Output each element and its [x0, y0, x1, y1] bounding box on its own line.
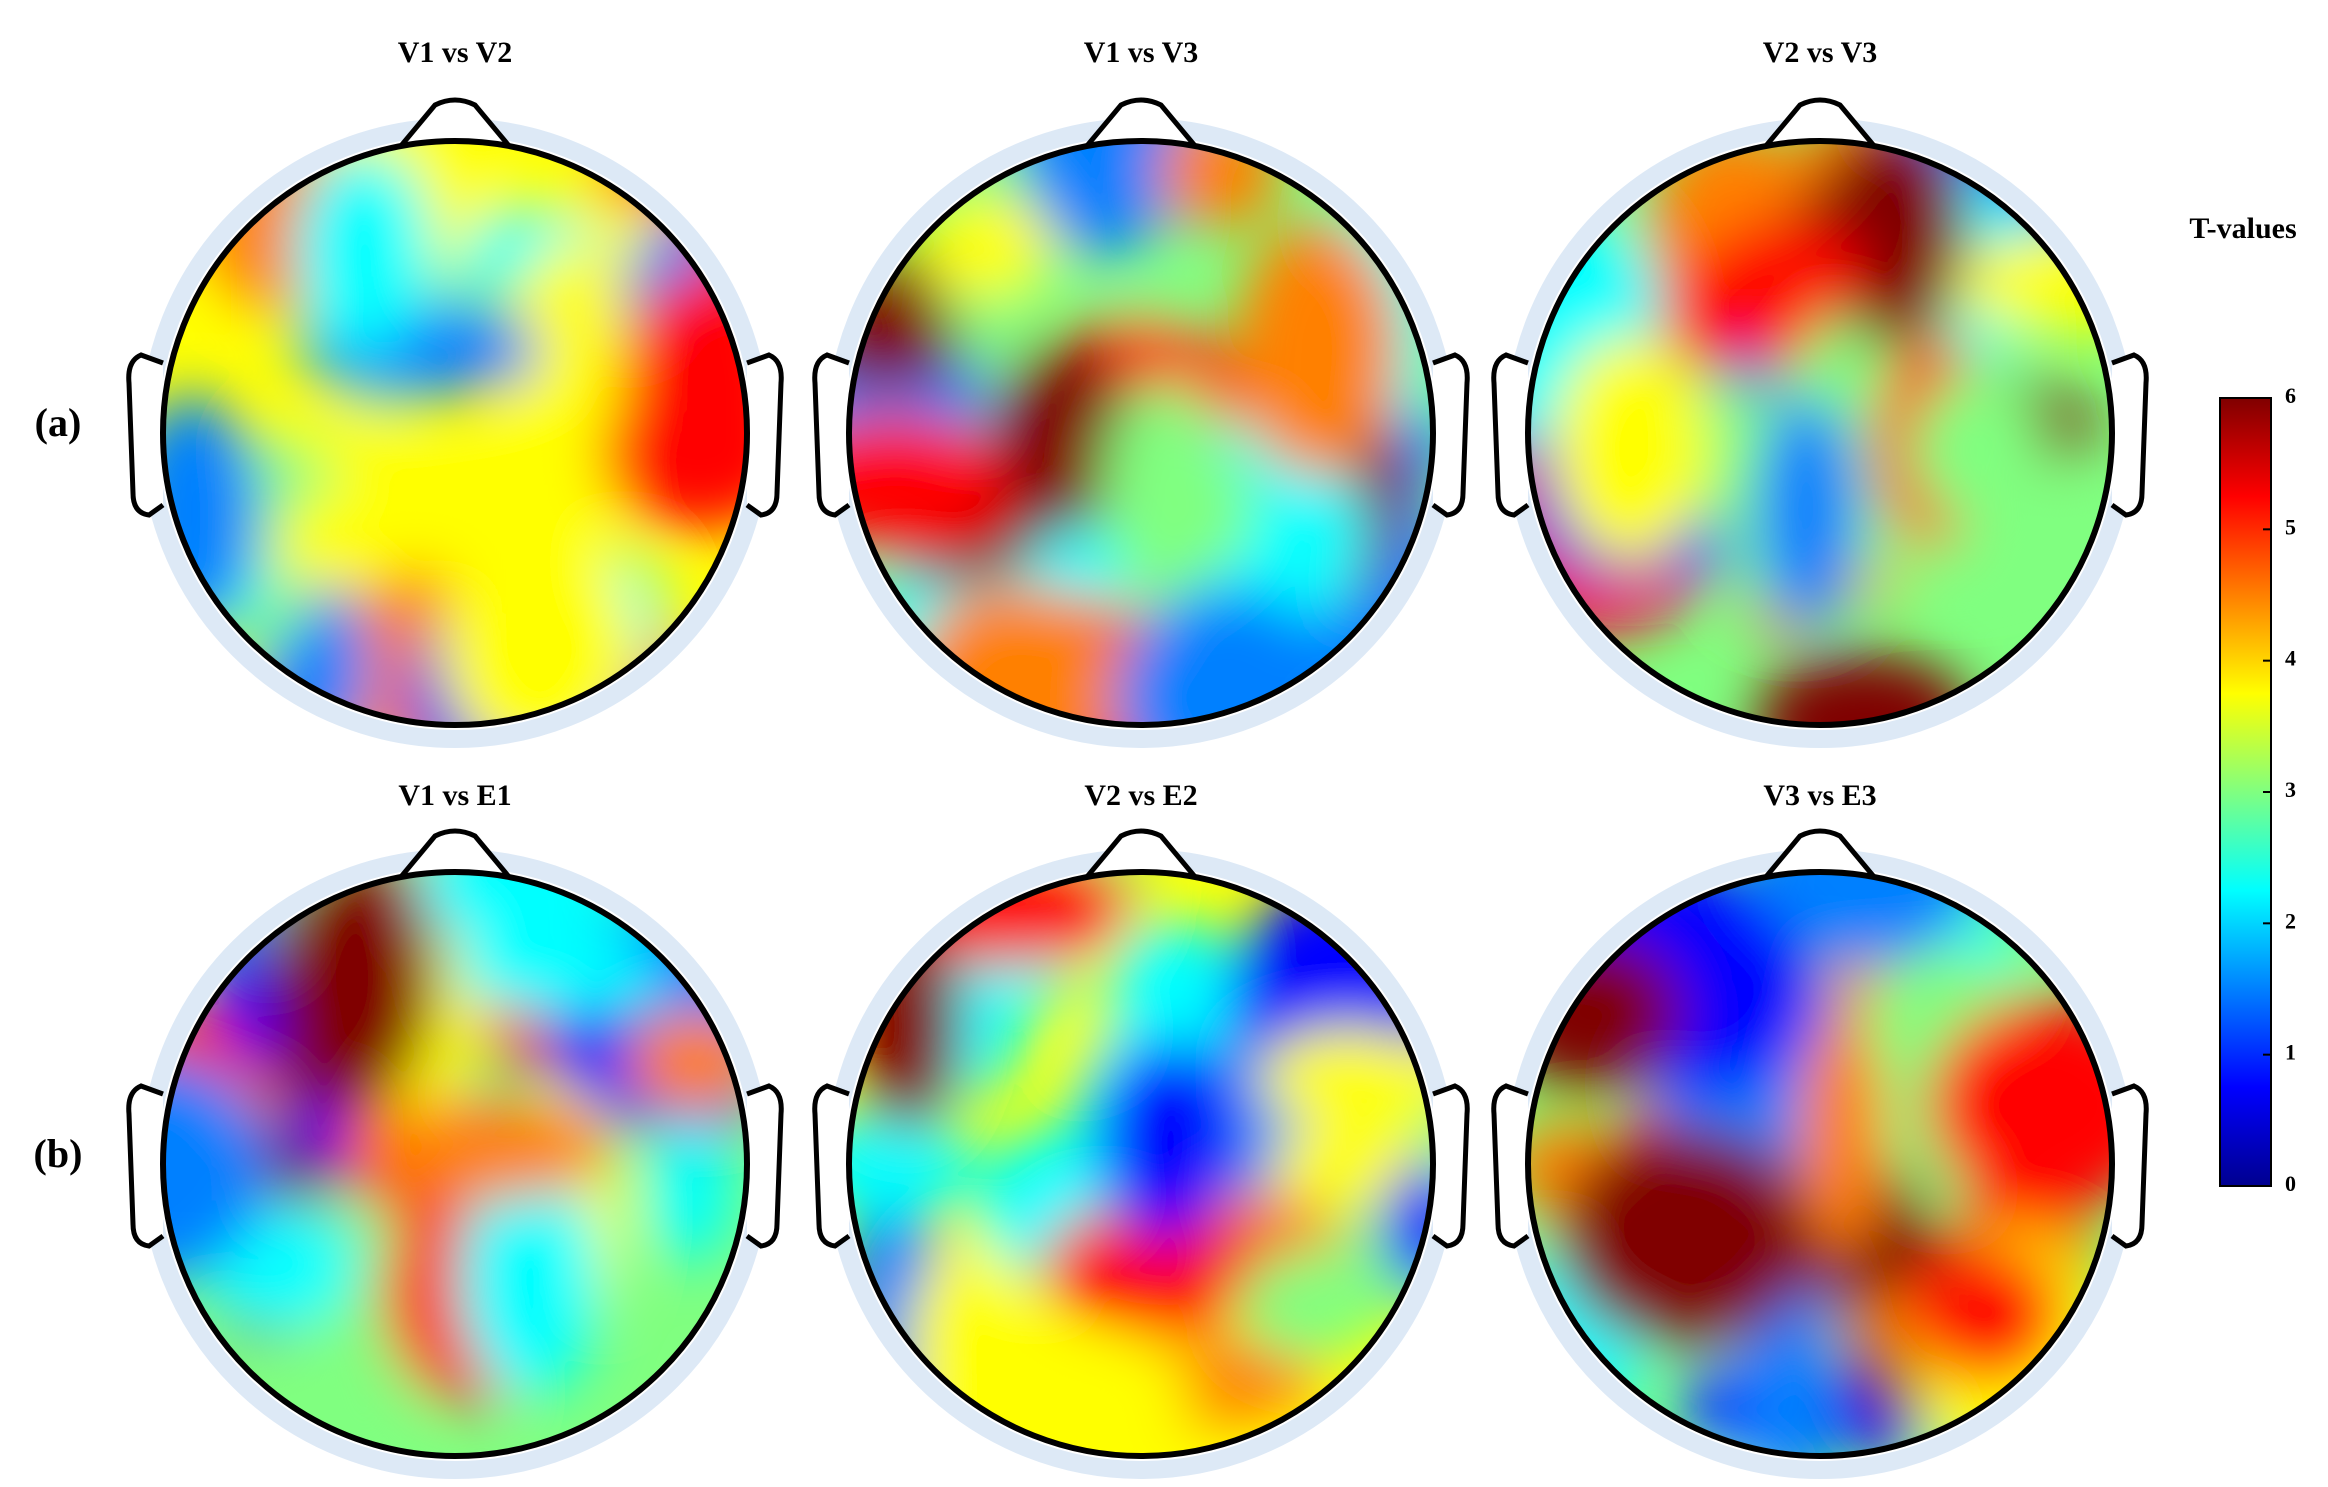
- field-blob: [358, 1097, 612, 1200]
- panel-title: V3 vs E3: [1763, 779, 1876, 812]
- field-blob: [1555, 1127, 1815, 1348]
- field-blob: [849, 301, 964, 390]
- field-blob: [269, 872, 436, 1111]
- field-blob: [995, 339, 1134, 532]
- nose: [398, 97, 512, 149]
- panel-title: V1 vs V2: [398, 36, 512, 69]
- field-blobs: [163, 872, 747, 1456]
- field-blob: [1096, 1039, 1235, 1242]
- nose: [1763, 828, 1877, 880]
- ear: [745, 352, 784, 518]
- field-blob: [1754, 397, 1861, 627]
- field-blob: [1257, 1027, 1433, 1127]
- topomap: [1491, 97, 2149, 748]
- topomap: [126, 97, 784, 748]
- field-blob: [849, 416, 1017, 553]
- field-blob: [1115, 589, 1344, 725]
- nose: [1763, 97, 1877, 149]
- field-blobs: [1528, 141, 2112, 725]
- topomap: [1491, 828, 2149, 1479]
- row-label: (b): [34, 1131, 83, 1176]
- ear: [2110, 352, 2149, 518]
- ear: [126, 352, 165, 518]
- colorbar-tick-label: 4: [2285, 646, 2296, 671]
- ear: [1431, 352, 1470, 518]
- field-blob: [276, 488, 417, 591]
- colorbar-label: T-values: [2189, 212, 2296, 245]
- row-label: (a): [35, 400, 82, 445]
- panel-title: V1 vs V3: [1084, 36, 1198, 69]
- nose: [398, 828, 512, 880]
- head-outline: [160, 869, 750, 1459]
- head-outline: [1525, 869, 2115, 1459]
- field-blob: [295, 148, 433, 353]
- topomap-field: [163, 872, 747, 1456]
- field-blob: [458, 1156, 602, 1399]
- field-blob: [1042, 1200, 1266, 1331]
- field-blob: [620, 269, 747, 499]
- field-blob: [1908, 1242, 2064, 1384]
- topomap: [812, 828, 1470, 1479]
- ear: [2110, 1083, 2149, 1249]
- field-blob: [1234, 221, 1400, 476]
- field-blob: [1550, 334, 1709, 563]
- field-blob: [163, 395, 260, 631]
- ear: [1491, 1083, 1530, 1249]
- colorbar: [2219, 397, 2272, 1187]
- panel-title: V1 vs E1: [398, 779, 511, 812]
- field-blob: [917, 196, 1055, 298]
- ear: [1431, 1083, 1470, 1249]
- head-outline: [160, 138, 750, 728]
- field-blobs: [849, 141, 1433, 725]
- field-blob: [648, 1118, 733, 1264]
- ear: [745, 1083, 784, 1249]
- field-blob: [1798, 1012, 1887, 1254]
- colorbar-tick-label: 5: [2285, 514, 2296, 539]
- field-blob: [955, 1335, 1195, 1446]
- colorbar-tick-label: 2: [2285, 908, 2296, 933]
- colorbar-tick-label: 3: [2285, 777, 2296, 802]
- field-blob: [905, 584, 1125, 725]
- field-blob: [1747, 872, 1979, 966]
- field-blob: [163, 1054, 271, 1282]
- topomap-field: [163, 141, 747, 725]
- panel-title: V2 vs E2: [1084, 779, 1197, 812]
- panel-title: V2 vs V3: [1763, 36, 1877, 69]
- ear: [1491, 352, 1530, 518]
- topomap-field: [1528, 872, 2112, 1456]
- topomap: [812, 97, 1470, 748]
- colorbar-tick-label: 1: [2285, 1040, 2296, 1065]
- head-outline: [846, 869, 1436, 1459]
- colorbar-tick-label: 6: [2285, 383, 2296, 408]
- colorbar-tick-label: 0: [2285, 1171, 2296, 1196]
- field-blob: [849, 1107, 977, 1220]
- field-blob: [1015, 141, 1190, 257]
- nose: [1084, 828, 1198, 880]
- ear: [812, 1083, 851, 1249]
- topomap-field: [1528, 141, 2112, 725]
- head-outline: [1525, 138, 2115, 728]
- field-blob: [1699, 219, 1864, 324]
- field-blob: [1103, 918, 1246, 1069]
- field-blob: [1910, 375, 2047, 525]
- field-blob: [1236, 1250, 1388, 1361]
- topomap-field: [849, 141, 1433, 725]
- head-outline: [846, 138, 1436, 728]
- ear: [126, 1083, 165, 1249]
- field-blob: [1102, 380, 1229, 602]
- field-blob: [522, 239, 604, 365]
- topomap: [126, 828, 784, 1479]
- ear: [812, 352, 851, 518]
- field-blobs: [1528, 872, 2112, 1456]
- field-blob: [418, 872, 617, 955]
- nose: [1084, 97, 1198, 149]
- field-blobs: [163, 141, 747, 725]
